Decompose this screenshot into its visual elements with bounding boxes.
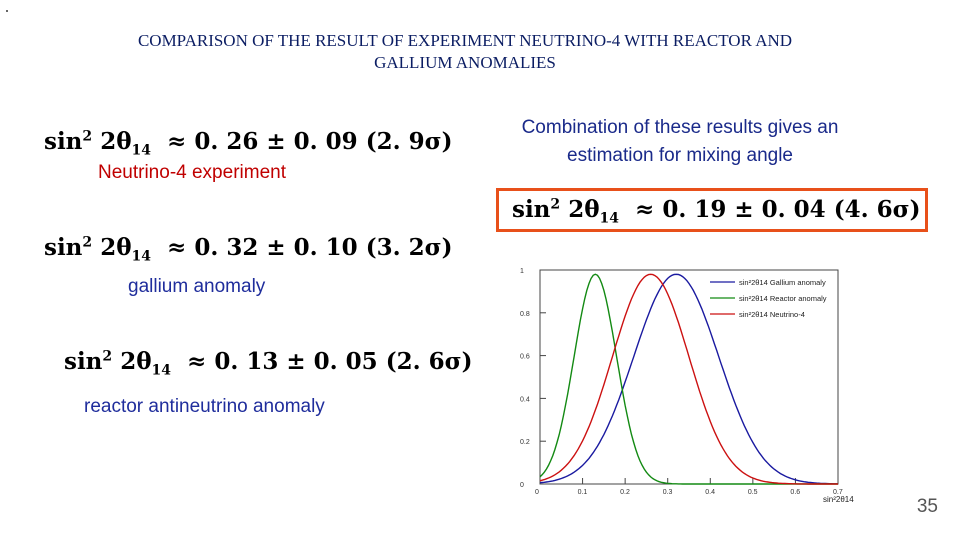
distribution-chart: 0 0.1 0.2 0.3 0.4 0.5 0.6 0.7 0 0.2 0.4 0.6 0.8 1 sin… (520, 268, 854, 504)
result-sigma: (3. 2σ) (365, 234, 453, 261)
y-tick-label: 0.4 (520, 396, 530, 403)
y-tick-label: 0 (520, 482, 524, 489)
label-neutrino4: Neutrino-4 experiment (98, 162, 286, 183)
result-error: 0. 09 (293, 128, 358, 155)
x-tick-label: 0.6 (790, 489, 800, 496)
result-sigma: (2. 6σ) (385, 348, 473, 375)
x-tick-label: 0.2 (620, 489, 630, 496)
combination-line-2: estimation for mixing angle (567, 145, 793, 166)
combined-error: 0. 04 (761, 196, 826, 223)
formula-theta: 2θ (568, 196, 600, 223)
result-value: 0. 26 (194, 128, 259, 155)
formula-neutrino4: sin2 2θ14 ≈ 0. 26 ± 0. 09 (2. 9σ) (44, 128, 453, 159)
formula-theta: 2θ (120, 348, 152, 375)
formula-sin: sin (44, 234, 83, 261)
legend-label: sin²2θ14 Reactor anomaly (739, 294, 827, 303)
series-line-0 (539, 273, 838, 485)
combined-result-box (496, 188, 928, 232)
formula-sin: sin (512, 196, 551, 223)
label-gallium: gallium anomaly (128, 276, 266, 297)
formula-gallium: sin2 2θ14 ≈ 0. 32 ± 0. 10 (3. 2σ) (44, 234, 453, 265)
title-line-2: GALLIUM ANOMALIES (374, 53, 556, 72)
result-value: 0. 32 (194, 234, 259, 261)
combined-value: 0. 19 (662, 196, 727, 223)
formula-sin: sin (44, 128, 83, 155)
x-tick-label: 0.7 (833, 489, 843, 496)
formula-sin: sin (64, 348, 103, 375)
slide-title: COMPARISON OF THE RESULT OF EXPERIMENT N… (0, 30, 930, 74)
x-tick-label: 0 (535, 489, 539, 496)
corner-mark (6, 10, 8, 12)
formula-theta: 2θ (100, 128, 132, 155)
title-line-1: COMPARISON OF THE RESULT OF EXPERIMENT N… (137, 31, 793, 50)
result-error: 0. 10 (293, 234, 358, 261)
combination-text: Combination of these results gives an es… (470, 114, 890, 170)
combination-line-1: Combination of these results gives an (521, 117, 839, 138)
x-tick-label: 0.4 (705, 489, 715, 496)
formula-reactor: sin2 2θ14 ≈ 0. 13 ± 0. 05 (2. 6σ) (64, 348, 473, 379)
formula-theta: 2θ (100, 234, 132, 261)
y-tick-label: 0.6 (520, 354, 530, 361)
label-reactor: reactor antineutrino anomaly (84, 396, 325, 417)
y-tick-label: 1 (520, 268, 524, 275)
legend-label: sin²2θ14 Gallium anomaly (739, 278, 826, 287)
result-sigma: (2. 9σ) (365, 128, 453, 155)
slide-number: 35 (916, 496, 938, 517)
x-tick-label: 0.5 (748, 489, 758, 496)
legend-label: sin²2θ14 Neutrino-4 (739, 310, 805, 319)
result-value: 0. 13 (214, 348, 279, 375)
x-axis-label: sin²2θ14 (823, 495, 854, 504)
formula-combined: sin2 2θ14 ≈ 0. 19 ± 0. 04 (4. 6σ) (512, 196, 921, 227)
x-tick-label: 0.1 (578, 489, 588, 496)
series-line-2 (539, 273, 838, 485)
x-tick-label: 0.3 (663, 489, 673, 496)
y-tick-label: 0.8 (520, 311, 530, 318)
result-error: 0. 05 (313, 348, 378, 375)
y-tick-label: 0.2 (520, 439, 530, 446)
plot-frame (539, 269, 839, 485)
combined-sigma: (4. 6σ) (833, 196, 921, 223)
